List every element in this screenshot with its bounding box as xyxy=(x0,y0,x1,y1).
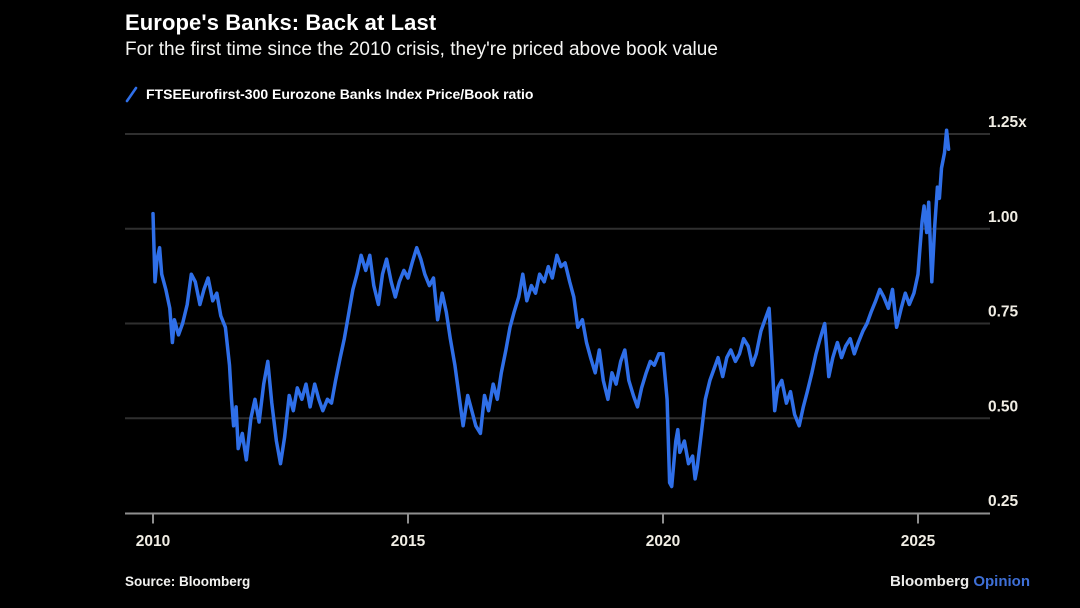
y-axis-labels: 0.25 0.50 0.75 1.00 1.25x xyxy=(988,114,1027,510)
legend-series-label: FTSEEurofirst-300 Eurozone Banks Index P… xyxy=(146,86,534,102)
y-tick-label-0.75: 0.75 xyxy=(988,304,1019,321)
y-tick-label-1.25: 1.25x xyxy=(988,114,1027,131)
x-tick-label-2015: 2015 xyxy=(391,533,426,550)
bloomberg-opinion-logo: Bloomberg Opinion xyxy=(890,573,1030,590)
y-tick-label-1: 1.00 xyxy=(988,209,1018,226)
series-line xyxy=(151,128,951,489)
data-series-line xyxy=(151,128,951,489)
gridlines xyxy=(125,133,990,420)
chart-subtitle: For the first time since the 2010 crisis… xyxy=(125,39,718,60)
legend: FTSEEurofirst-300 Eurozone Banks Index P… xyxy=(125,85,533,103)
x-tick-label-2025: 2025 xyxy=(901,533,936,550)
series-slash-icon xyxy=(125,86,138,102)
x-tick-label-2020: 2020 xyxy=(646,533,680,550)
source-note: Source: Bloomberg xyxy=(125,574,251,589)
chart-title: Europe's Banks: Back at Last xyxy=(125,10,437,35)
y-tick-label-0.5: 0.50 xyxy=(988,398,1018,415)
x-tick-label-2010: 2010 xyxy=(136,533,170,550)
x-axis-labels: 2010 2015 2020 2025 xyxy=(136,533,936,550)
opinion-wordmark: Opinion xyxy=(973,573,1030,590)
x-axis xyxy=(125,512,990,524)
bloomberg-wordmark: Bloomberg xyxy=(890,573,974,590)
y-tick-label-0.25: 0.25 xyxy=(988,493,1019,510)
